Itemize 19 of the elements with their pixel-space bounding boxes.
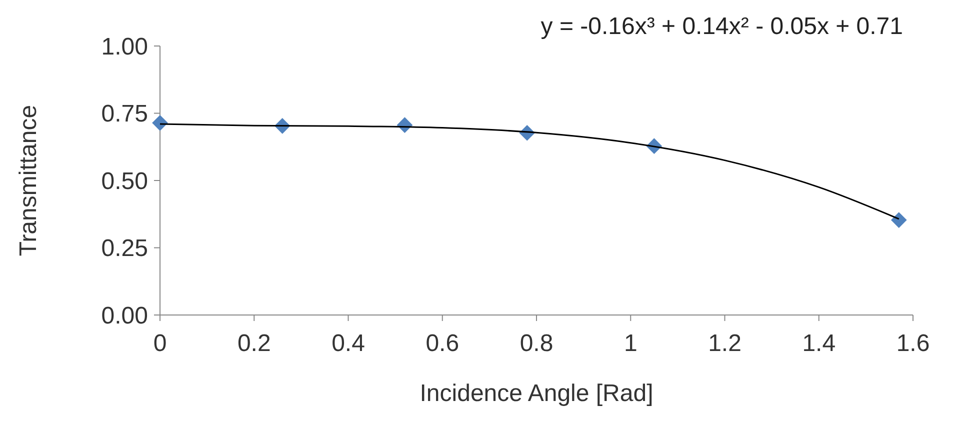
x-tick-label: 1.2	[708, 330, 742, 357]
y-tick-label: 0.00	[101, 302, 148, 330]
x-tick-label: 0.6	[426, 330, 460, 357]
x-tick-label: 0.2	[237, 330, 271, 357]
x-tick-label: 1	[624, 330, 638, 357]
point	[890, 212, 907, 228]
x-tick-label: 0.4	[332, 330, 365, 357]
point	[152, 115, 168, 131]
x-tick-label: 1.4	[802, 330, 836, 357]
x-axis-title: Incidence Angle [Rad]	[420, 380, 654, 407]
x-tick-label: 1.6	[896, 330, 930, 357]
x-tick-label: 0	[153, 330, 167, 357]
y-tick-label: 0.75	[101, 100, 148, 128]
text: y = -0.16x³ + 0.14x² - 0.05x + 0.71	[540, 13, 903, 40]
y-tick-label: 1.00	[101, 33, 148, 60]
y-tick-label: 0.50	[101, 168, 148, 195]
x-tick-label: 0.8	[520, 330, 554, 357]
y-axis-title: Transmittance	[15, 104, 42, 256]
y-tick-label: 0.25	[101, 235, 148, 262]
